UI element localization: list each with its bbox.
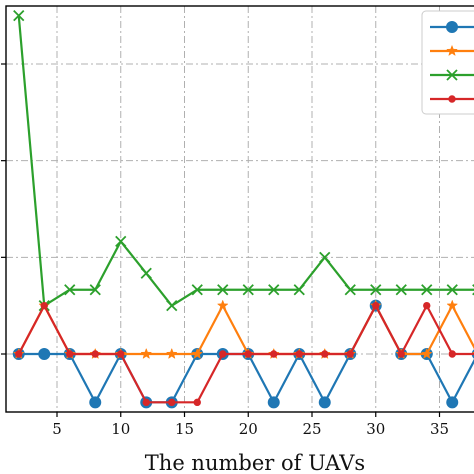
series-3-point: [344, 284, 356, 296]
series-3-point: [166, 300, 178, 312]
x-tick-label-20: 20: [239, 420, 258, 438]
series-4-point: [423, 301, 431, 310]
series-4-point: [346, 350, 354, 358]
series-4-point: [372, 301, 380, 310]
series-4-point: [40, 301, 48, 310]
legend-entry-4: [430, 95, 474, 103]
legend: [421, 10, 474, 115]
series-4-point: [244, 350, 252, 358]
series-3-point: [421, 284, 433, 296]
series-3-point: [319, 251, 331, 263]
series-layer: [12, 10, 474, 409]
series-3-point: [395, 284, 407, 296]
series-4-point: [91, 350, 99, 358]
series-4: [15, 301, 474, 407]
x-tick-label-15: 15: [175, 420, 194, 438]
series-3-point: [268, 284, 280, 296]
series-4-point: [295, 350, 303, 358]
series-4-point: [321, 350, 329, 358]
series-4-point: [117, 350, 125, 358]
x-tick-label-10: 10: [111, 420, 130, 438]
series-1-point: [89, 396, 102, 409]
x-tick-label-5: 5: [52, 420, 62, 438]
series-4-point: [397, 350, 405, 358]
series-2-point: [165, 347, 178, 360]
legend-entry-2: [430, 44, 474, 57]
legend-marker-2: [446, 44, 458, 57]
series-2-point: [446, 299, 459, 311]
series-3-point: [13, 10, 25, 22]
series-2-point: [140, 347, 153, 360]
series-2-point: [216, 299, 229, 311]
series-4-point: [448, 350, 456, 358]
x-tick-label-35: 35: [430, 420, 449, 438]
x-tick-label-25: 25: [302, 420, 321, 438]
series-3-point: [89, 284, 101, 296]
series-3-point: [115, 235, 127, 248]
series-1-point: [267, 396, 280, 409]
series-3-point: [370, 284, 382, 296]
series-4-point: [168, 398, 176, 407]
x-axis-ticks: 5 10 15 20 25 30 35: [1, 63, 449, 438]
x-tick-label-30: 30: [366, 420, 385, 438]
legend-marker-3: [446, 69, 458, 81]
legend-entry-3: [430, 69, 474, 81]
series-4-point: [219, 350, 227, 358]
series-4-point: [193, 398, 201, 407]
series-3-point: [242, 284, 254, 296]
series-4-point: [15, 350, 23, 358]
series-4-point: [270, 350, 278, 358]
series-3-point: [446, 284, 458, 296]
series-1-point: [446, 396, 459, 409]
series-3: [13, 10, 474, 312]
series-4-point: [66, 350, 74, 358]
series-1-point: [38, 348, 51, 360]
series-1-point: [318, 396, 331, 409]
legend-entry-1: [430, 21, 474, 33]
plot-frame: [5, 5, 474, 413]
legend-box: [421, 10, 474, 115]
series-2-point: [420, 347, 433, 360]
legend-entries: [430, 21, 474, 103]
series-3-point: [217, 284, 229, 296]
legend-marker-1: [446, 21, 458, 33]
series-3-point: [191, 284, 203, 296]
series-2-point: [191, 347, 204, 360]
series-3-point: [293, 284, 305, 296]
x-axis-title: The number of UAVs: [145, 451, 365, 474]
legend-marker-4: [448, 95, 456, 103]
series-3-point: [140, 267, 152, 279]
series-3-point: [64, 284, 76, 296]
series-4-point: [142, 398, 150, 407]
